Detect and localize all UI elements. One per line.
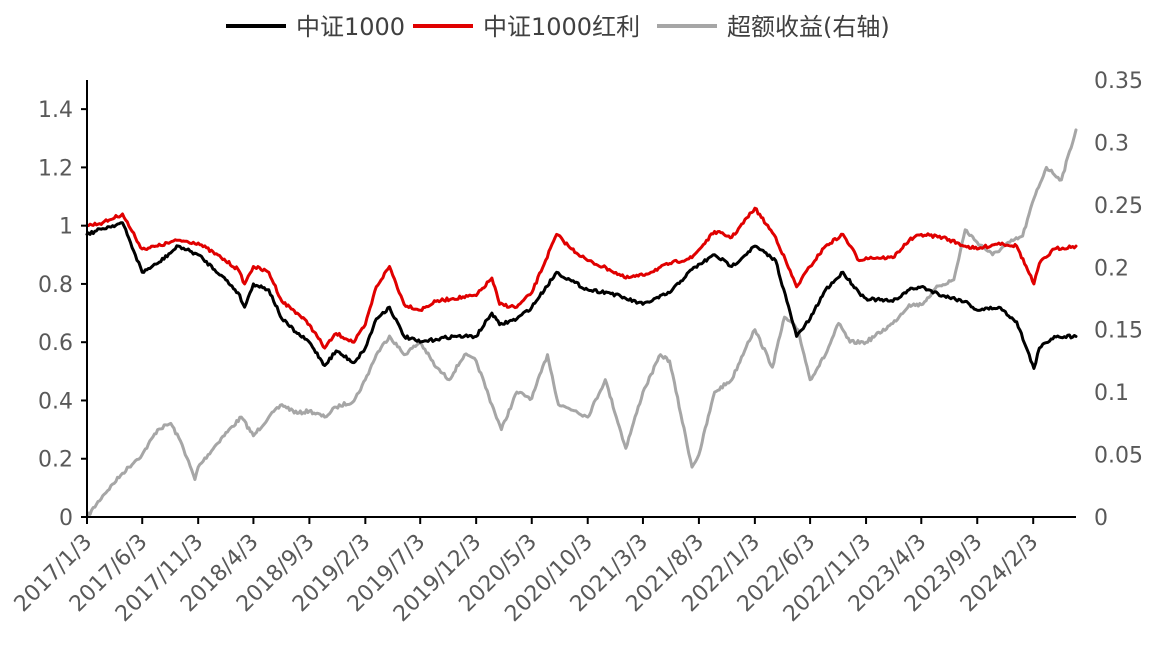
left-axis-ticks: 0 0.2 0.4 0.6 0.8 1 1.2 1.4	[38, 98, 87, 531]
axes	[86, 80, 1076, 518]
series-lines	[85, 128, 1078, 519]
left-tick-label: 1.2	[38, 156, 73, 181]
left-tick-label: 0.4	[38, 389, 73, 414]
left-tick-label: 0.6	[38, 331, 73, 356]
right-axis-ticks: 0 0.05 0.1 0.15 0.2 0.25 0.3 0.35	[1094, 69, 1143, 531]
right-tick-label: 0.05	[1094, 444, 1143, 469]
right-tick-label: 0.15	[1094, 319, 1143, 344]
right-tick-label: 0.3	[1094, 131, 1129, 156]
right-tick-label: 0.25	[1094, 194, 1143, 219]
legend-label: 超额收益(右轴)	[727, 13, 890, 41]
series-line-2	[85, 128, 1078, 519]
legend: 中证1000 中证1000红利 超额收益(右轴)	[226, 13, 890, 41]
left-tick-label: 1.4	[38, 98, 73, 123]
series-line-0	[85, 221, 1078, 370]
x-axis-ticks: 2017/1/32017/6/32017/11/32018/4/32018/9/…	[10, 517, 1043, 627]
right-tick-label: 0.2	[1094, 256, 1129, 281]
legend-label: 中证1000	[296, 13, 405, 41]
left-tick-label: 0.2	[38, 448, 73, 473]
right-tick-label: 0.1	[1094, 381, 1129, 406]
left-tick-label: 0	[59, 506, 73, 531]
left-tick-label: 1	[59, 215, 73, 240]
right-tick-label: 0.35	[1094, 69, 1143, 94]
left-tick-label: 0.8	[38, 273, 73, 298]
legend-label: 中证1000红利	[483, 13, 640, 41]
series-line-1	[85, 206, 1078, 350]
right-tick-label: 0	[1094, 506, 1108, 531]
